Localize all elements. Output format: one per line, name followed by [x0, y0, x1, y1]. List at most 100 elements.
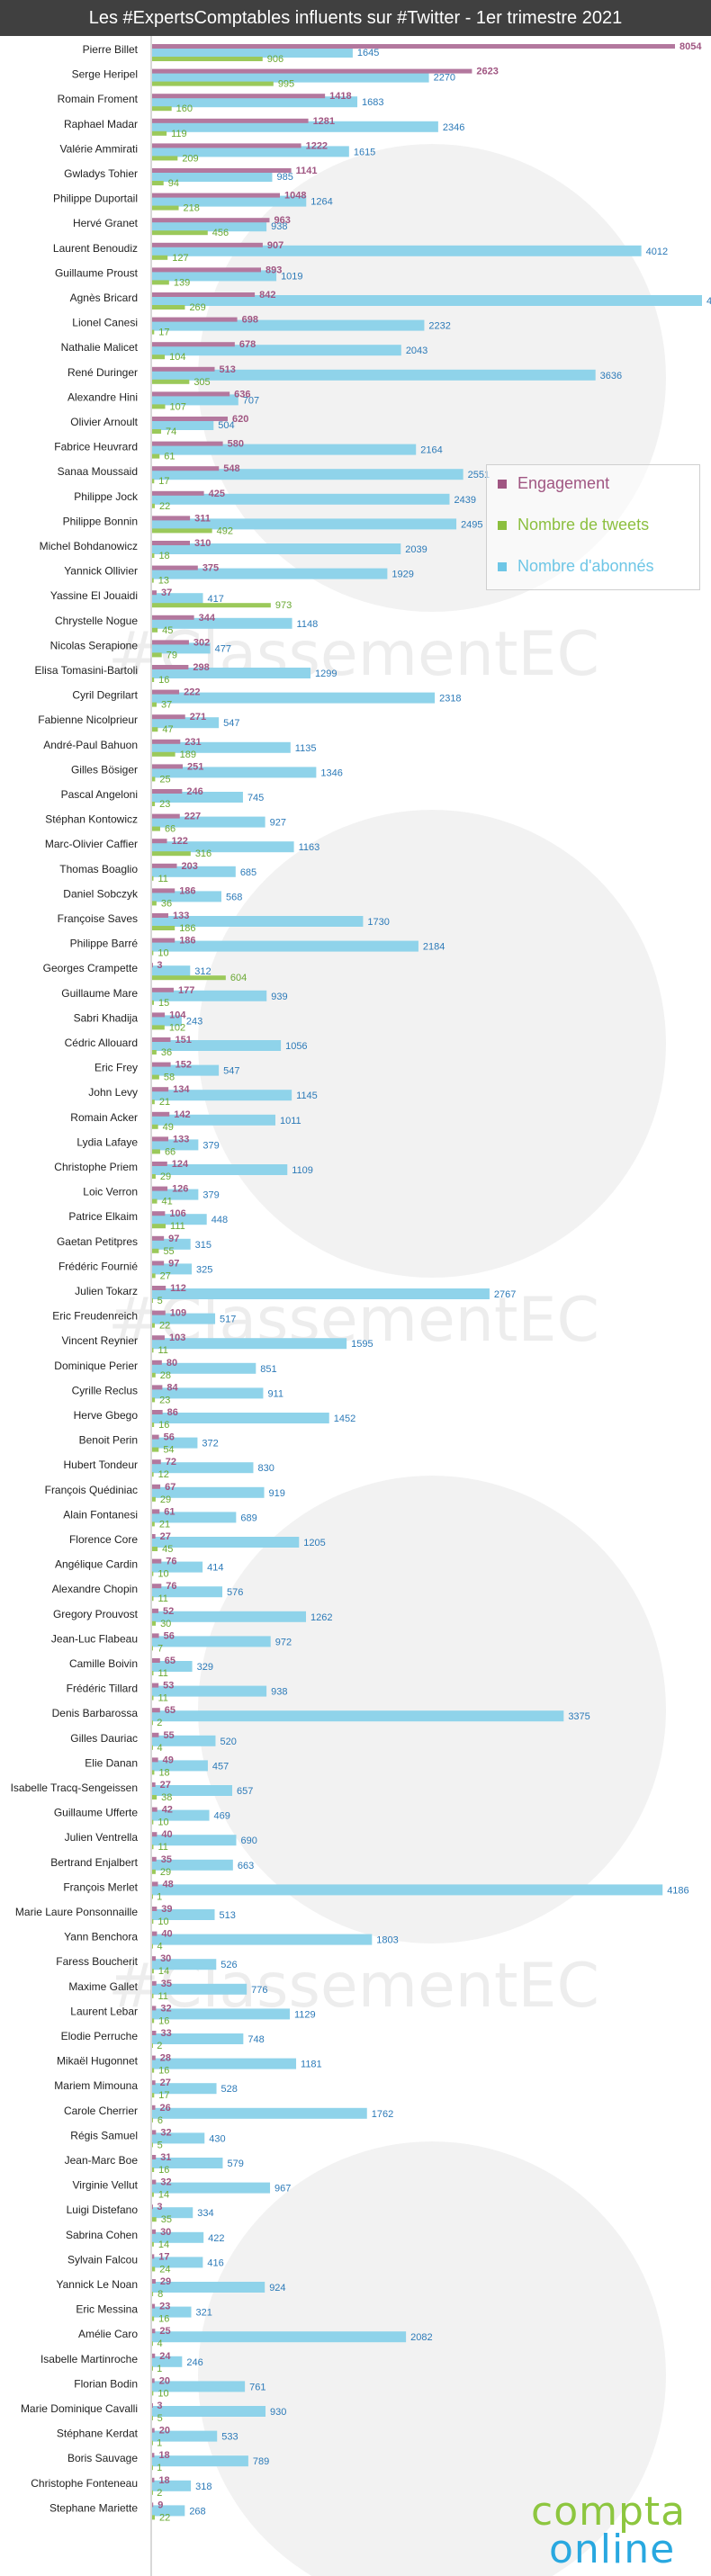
data-label-abonnes: 2270	[434, 73, 455, 84]
chart-row: Jean-Luc Flabeau 972 567	[51, 1630, 292, 1654]
bar-abonnes	[152, 2331, 407, 2343]
data-label-tweets: 111	[170, 1221, 185, 1232]
data-label-engagement: 1418	[329, 91, 351, 102]
data-label-engagement: 40	[161, 1829, 172, 1840]
chart-row: Cyrille Reclus 911 84 23	[72, 1382, 284, 1405]
legend-label-engagement: Engagement	[518, 474, 610, 492]
bar-abonnes	[152, 891, 221, 902]
category-label: John Levy	[88, 1086, 138, 1099]
category-label: André-Paul Bahuon	[43, 739, 138, 751]
bar-abonnes	[152, 1735, 216, 1746]
data-label-engagement: 67	[165, 1482, 176, 1493]
bar-engagement	[152, 640, 189, 645]
bar-abonnes	[152, 2182, 271, 2194]
data-label-abonnes: 1145	[296, 1091, 318, 1101]
data-label-tweets: 30	[160, 1619, 171, 1629]
data-label-abonnes: 4012	[646, 247, 668, 257]
bar-abonnes	[152, 1214, 207, 1225]
data-label-abonnes: 938	[271, 221, 287, 232]
bar-abonnes	[152, 866, 236, 877]
bar-abonnes	[152, 121, 438, 132]
bar-engagement	[152, 1235, 165, 1241]
chart-row: Yassine El Jouaidi 417 37 973	[50, 588, 292, 611]
bar-abonnes	[152, 1537, 300, 1548]
chart-row: Florian Bodin 761 20 10	[74, 2375, 266, 2399]
bar-engagement	[152, 2403, 153, 2408]
bar-abonnes	[152, 493, 450, 505]
chart-row: Faress Boucherit 526 30 14	[56, 1953, 237, 1977]
data-label-abonnes: 422	[208, 2233, 224, 2244]
bar-tweets	[152, 81, 274, 86]
data-label-tweets: 4	[158, 1942, 163, 1952]
category-label: Camille Boivin	[69, 1657, 138, 1670]
category-label: Marie Laure Ponsonnaille	[15, 1906, 138, 1918]
chart-row: Isabelle Martinroche 246 24 1	[40, 2351, 203, 2374]
category-label: Guillaume Mare	[61, 987, 138, 1000]
data-label-tweets: 79	[166, 650, 177, 660]
data-label-engagement: 28	[160, 2053, 171, 2064]
bar-abonnes	[152, 1139, 199, 1151]
data-label-abonnes: 911	[267, 1388, 284, 1399]
bar-engagement	[152, 1261, 165, 1266]
bar-abonnes	[152, 2257, 203, 2268]
data-label-abonnes: 417	[208, 594, 224, 605]
data-label-engagement: 61	[164, 1506, 175, 1517]
bar-abonnes	[152, 96, 358, 108]
bar-tweets	[152, 1547, 158, 1551]
category-label: Philippe Barré	[70, 938, 139, 950]
data-label-abonnes: 1615	[354, 147, 375, 157]
bar-abonnes	[152, 444, 417, 455]
data-label-abonnes: 789	[253, 2456, 269, 2467]
category-label: Marc-Olivier Caffier	[45, 838, 138, 850]
data-label-abonnes: 2043	[406, 346, 428, 356]
data-label-abonnes: 513	[220, 1910, 236, 1921]
data-label-engagement: 513	[220, 364, 236, 375]
bar-engagement	[152, 2179, 157, 2185]
data-label-abonnes: 930	[270, 2407, 286, 2418]
chart-row: Raphael Madar 2346 1281 119	[64, 116, 464, 139]
data-label-abonnes: 4186	[667, 1885, 688, 1896]
category-label: Isabelle Martinroche	[40, 2353, 138, 2365]
bar-tweets	[152, 2391, 154, 2396]
bar-engagement	[152, 1931, 158, 1936]
data-label-tweets: 10	[158, 1569, 168, 1580]
category-label: Philippe Duportail	[53, 193, 138, 205]
bar-engagement	[152, 1956, 157, 1961]
bar-engagement	[152, 689, 180, 695]
bar-engagement	[152, 714, 185, 720]
bar-tweets	[152, 2365, 153, 2371]
category-label: Nicolas Serapione	[50, 639, 139, 651]
data-label-tweets: 2	[157, 2041, 162, 2051]
bar-abonnes	[152, 816, 266, 828]
bar-engagement	[152, 2254, 155, 2259]
bar-engagement	[152, 1782, 156, 1787]
category-label: Julien Tokarz	[75, 1285, 138, 1297]
bar-engagement	[152, 118, 309, 123]
bar-engagement	[152, 342, 235, 347]
category-label: Gaetan Petitpres	[57, 1235, 138, 1248]
category-label: Alain Fontanesi	[63, 1508, 138, 1521]
data-label-tweets: 107	[169, 401, 185, 412]
chart-row: Maxime Gallet 776 35 11	[68, 1979, 267, 2002]
data-label-abonnes: 246	[186, 2357, 202, 2368]
data-label-tweets: 11	[158, 1345, 167, 1356]
bar-abonnes	[152, 642, 211, 654]
data-label-tweets: 186	[179, 923, 195, 934]
category-label: Herve Gbego	[74, 1409, 139, 1422]
bar-abonnes	[152, 319, 425, 331]
bar-abonnes	[152, 1313, 216, 1324]
data-label-tweets: 973	[275, 600, 292, 611]
data-label-engagement: 20	[159, 2426, 170, 2437]
data-label-abonnes: 576	[227, 1587, 243, 1598]
data-label-tweets: 7	[158, 1643, 163, 1654]
category-label: Fabienne Nicolprieur	[38, 714, 138, 726]
chart-row: Gilles Dauriac 520 554	[70, 1730, 237, 1754]
category-label: Yann Benchora	[64, 1931, 138, 1943]
category-label: Carole Cherrier	[64, 2105, 138, 2117]
data-label-abonnes: 416	[207, 2257, 223, 2268]
data-label-engagement: 1222	[306, 140, 328, 151]
bar-abonnes	[152, 2033, 244, 2044]
bar-tweets	[152, 1100, 155, 1105]
